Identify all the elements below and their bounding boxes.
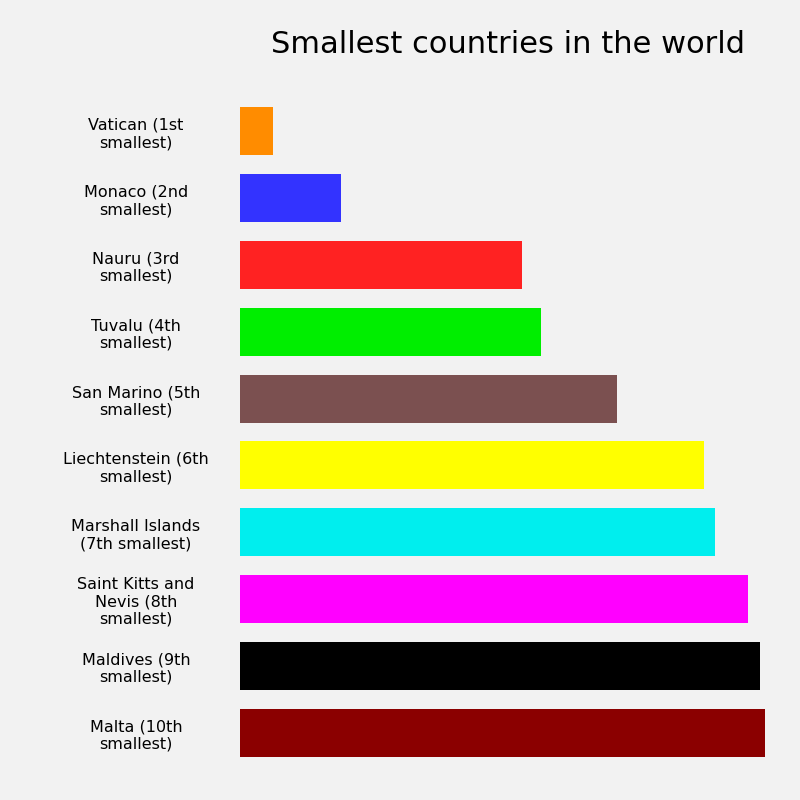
Bar <box>240 575 748 623</box>
Bar <box>240 308 541 356</box>
Bar <box>240 508 715 556</box>
Bar <box>240 107 274 155</box>
Bar <box>240 241 522 289</box>
Bar <box>240 374 617 422</box>
Bar <box>240 709 766 757</box>
Bar <box>240 642 760 690</box>
Bar <box>240 174 341 222</box>
Title: Smallest countries in the world: Smallest countries in the world <box>271 30 745 59</box>
Bar <box>240 442 704 490</box>
